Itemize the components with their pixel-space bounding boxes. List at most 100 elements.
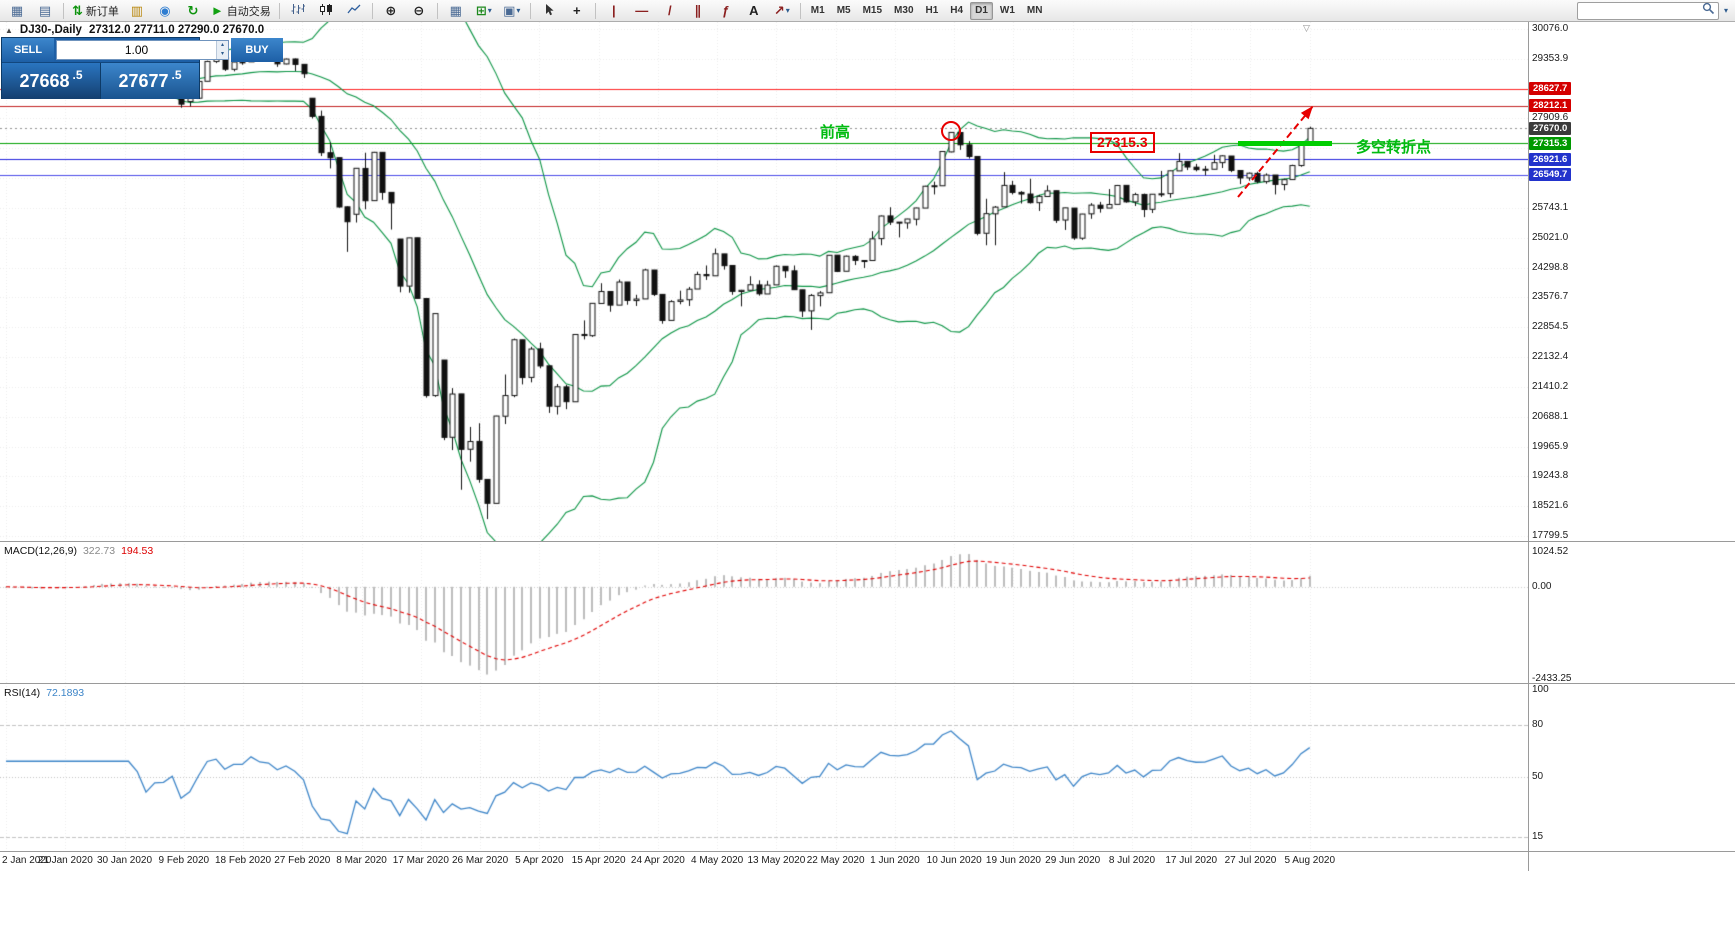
- toolbar-separator: [436, 2, 438, 19]
- timeframe-mn-button[interactable]: MN: [1026, 5, 1043, 16]
- arrow-objects-icon: ↗: [773, 3, 785, 18]
- refresh-button[interactable]: ↻: [180, 1, 206, 21]
- price-badge: 27315.3: [1529, 136, 1572, 150]
- date-axis-label: 8 Jul 2020: [1108, 855, 1156, 866]
- templates-button[interactable]: ▣ ▾: [499, 1, 525, 21]
- volume-input[interactable]: [57, 41, 216, 59]
- text-label-button[interactable]: A: [741, 1, 767, 21]
- panel-separator[interactable]: [0, 851, 1735, 852]
- date-axis-label: 22 May 2020: [806, 855, 865, 866]
- toolbar-separator: [371, 2, 373, 19]
- horizontal-line-button[interactable]: —: [629, 1, 655, 21]
- crosshair-button[interactable]: +: [564, 1, 590, 21]
- trendline-button[interactable]: /: [657, 1, 683, 21]
- equidistant-channel-button[interactable]: ∥: [685, 1, 711, 21]
- date-axis-label: 26 Mar 2020: [452, 855, 509, 866]
- price-axis-label: 17799.5: [1532, 530, 1569, 541]
- fibonacci-button[interactable]: ƒ: [713, 1, 739, 21]
- timeframe-m5-button[interactable]: M5: [836, 5, 851, 16]
- price-axis-label: 27909.6: [1532, 112, 1569, 124]
- rsi-indicator-label: RSI(14) 72.1893: [4, 687, 90, 699]
- timeframe-w1-button[interactable]: W1: [999, 5, 1015, 16]
- macd-panel-canvas[interactable]: [0, 544, 1528, 683]
- timeframe-h1-button[interactable]: H1: [925, 5, 939, 16]
- cursor-button[interactable]: [536, 1, 562, 21]
- date-axis-label: 21 Jan 2020: [37, 855, 93, 866]
- autotrading-label: 自动交易: [226, 5, 271, 18]
- tile-windows-button[interactable]: ▦: [443, 1, 469, 21]
- bar-chart-button[interactable]: [285, 1, 311, 21]
- arrow-objects-dropdown-icon[interactable]: ▾: [785, 6, 790, 15]
- macd-indicator-label: MACD(12,26,9) 322.73 194.53: [4, 545, 159, 557]
- price-axis-label: 29353.9: [1532, 52, 1569, 64]
- buy-tab[interactable]: BUY: [231, 38, 283, 62]
- profiles-icon: ▤: [38, 3, 52, 18]
- turning-point-annotation[interactable]: 多空转折点: [1356, 139, 1432, 156]
- rsi-scale-label: 15: [1532, 831, 1544, 843]
- date-axis-label: 1 Jun 2020: [870, 855, 920, 866]
- date-axis-label: 18 Feb 2020: [214, 855, 272, 866]
- price-axis-label: 23576.7: [1532, 291, 1569, 303]
- rsi-panel-canvas[interactable]: [0, 686, 1528, 851]
- templates-dropdown-icon[interactable]: ▾: [516, 6, 521, 15]
- volume-increase-button[interactable]: ▴: [217, 41, 228, 50]
- volume-decrease-button[interactable]: ▾: [217, 50, 228, 59]
- date-axis-label: 13 May 2020: [747, 855, 806, 866]
- date-axis-label: 17 Jul 2020: [1165, 855, 1218, 866]
- buy-button[interactable]: 27677 .5: [101, 63, 199, 99]
- toolbar-options-dropdown-icon[interactable]: ▾: [1723, 6, 1728, 15]
- main-chart-canvas[interactable]: [0, 22, 1528, 541]
- new-order-button[interactable]: ⇅ 新订单: [69, 1, 122, 21]
- trade-panel-collapse-icon[interactable]: ▲: [5, 25, 13, 35]
- panel-separator[interactable]: [0, 541, 1735, 542]
- timeframe-h4-button[interactable]: H4: [950, 5, 964, 16]
- panel-separator[interactable]: [0, 683, 1735, 684]
- indicators-button[interactable]: ⊞ ▾: [471, 1, 497, 21]
- price-axis-label: 22132.4: [1532, 351, 1569, 363]
- price-axis-label: 19243.8: [1532, 470, 1569, 482]
- arrow-objects-button[interactable]: ↗ ▾: [769, 1, 795, 21]
- text-label-icon: A: [749, 3, 759, 18]
- zoom-in-button[interactable]: ⊕: [378, 1, 404, 21]
- rsi-name: RSI(14): [4, 687, 41, 699]
- toolbar-separator: [594, 2, 596, 19]
- price-axis-label: 24298.8: [1532, 261, 1569, 273]
- timeframe-m30-button[interactable]: M30: [894, 5, 914, 16]
- candlestick-chart-button[interactable]: [313, 1, 339, 21]
- one-click-trading-panel: SELL ▴ ▾ BUY 27668 .5 27677 .5: [1, 37, 283, 99]
- date-axis-label: 4 May 2020: [690, 855, 744, 866]
- sell-button[interactable]: 27668 .5: [2, 63, 101, 99]
- prev-high-annotation[interactable]: 前高: [820, 124, 851, 142]
- toolbar-separator: [799, 2, 801, 19]
- horizontal-line-icon: —: [635, 3, 649, 18]
- toolbar-separator: [278, 2, 280, 19]
- autotrading-button[interactable]: ► 自动交易: [208, 1, 274, 21]
- profiles-button[interactable]: ▤: [32, 1, 58, 21]
- vertical-line-icon: |: [611, 3, 616, 18]
- price-axis-label: 19965.9: [1532, 440, 1569, 452]
- sell-price-pip: .5: [72, 68, 83, 82]
- market-watch-button[interactable]: ◉: [152, 1, 178, 21]
- level-price-annotation[interactable]: 27315.3: [1090, 132, 1155, 153]
- chart-list-button[interactable]: ▥: [124, 1, 150, 21]
- indicators-dropdown-icon[interactable]: ▾: [487, 6, 492, 15]
- peak-circle-annotation[interactable]: [941, 121, 961, 142]
- search-icon[interactable]: [1702, 2, 1715, 20]
- refresh-icon: ↻: [187, 3, 199, 18]
- sell-tab[interactable]: SELL: [2, 38, 54, 62]
- toolbar-right: ▾: [1576, 1, 1732, 20]
- search-input[interactable]: [1580, 3, 1702, 18]
- volume-stepper: ▴ ▾: [216, 41, 228, 59]
- timeframe-m15-button[interactable]: M15: [862, 5, 883, 16]
- line-chart-button[interactable]: [341, 1, 367, 21]
- new-chart-button[interactable]: ▦: [4, 1, 30, 21]
- vertical-line-button[interactable]: |: [601, 1, 627, 21]
- timeframe-m1-button[interactable]: M1: [810, 5, 825, 16]
- support-segment-annotation[interactable]: [1238, 141, 1332, 146]
- timeframe-d1-button[interactable]: D1: [970, 1, 993, 20]
- date-axis-label: 5 Apr 2020: [515, 855, 564, 866]
- rsi-scale-label: 100: [1532, 684, 1549, 695]
- candlestick-chart-icon: [319, 3, 333, 18]
- zoom-out-button[interactable]: ⊖: [406, 1, 432, 21]
